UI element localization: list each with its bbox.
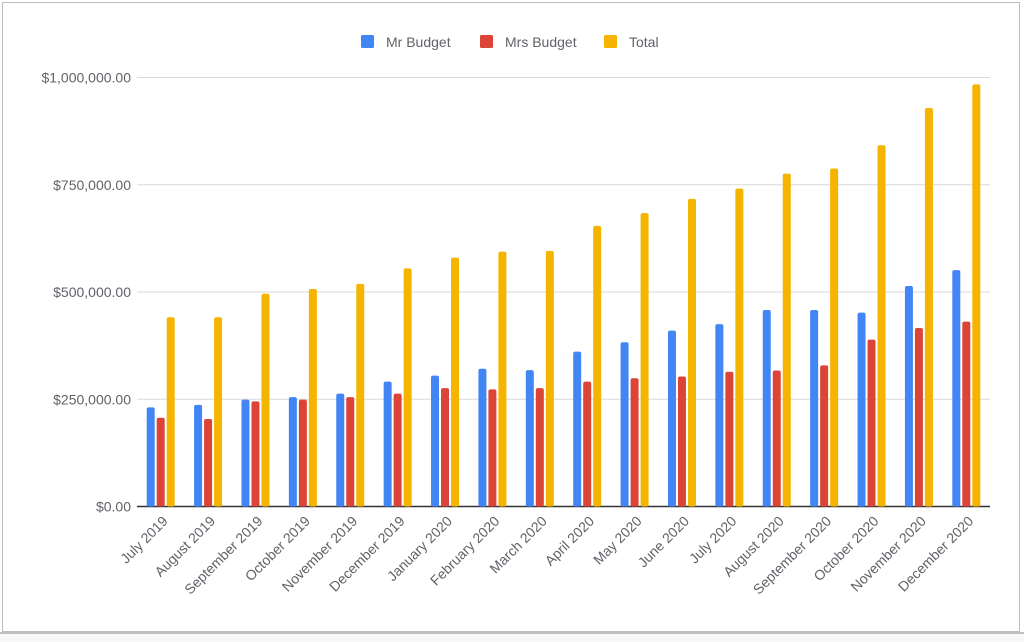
bar-mrs-budget bbox=[962, 321, 971, 507]
legend: Mr Budget Mrs Budget Total bbox=[361, 34, 659, 50]
legend-label: Mrs Budget bbox=[505, 34, 577, 50]
bar-total bbox=[214, 317, 223, 507]
legend-item[interactable]: Mrs Budget bbox=[480, 34, 577, 50]
bar-mr-budget bbox=[857, 312, 866, 507]
bar-mrs-budget bbox=[820, 365, 829, 507]
bar-mr-budget bbox=[241, 399, 250, 507]
bar-mr-budget bbox=[478, 368, 487, 507]
bar-total bbox=[593, 225, 602, 507]
bar-total bbox=[640, 213, 649, 507]
bar-total bbox=[308, 288, 317, 507]
legend-label: Total bbox=[629, 34, 659, 50]
bar-mrs-budget bbox=[867, 339, 876, 507]
bar-total bbox=[782, 173, 791, 507]
x-tick-label: June 2020 bbox=[635, 513, 693, 571]
bar-total bbox=[735, 188, 744, 507]
bar-mr-budget bbox=[383, 381, 392, 507]
bar-total bbox=[687, 198, 696, 507]
bar-mrs-budget bbox=[298, 399, 307, 507]
bar-mr-budget bbox=[762, 310, 771, 507]
bar-mr-budget bbox=[810, 310, 819, 507]
bar-mr-budget bbox=[288, 397, 297, 507]
bar-mrs-budget bbox=[583, 381, 592, 507]
y-tick-label: $1,000,000.00 bbox=[41, 70, 131, 86]
bar-total bbox=[498, 251, 507, 507]
y-axis-ticks: $0.00 $250,000.00 $500,000.00 $750,000.00 $1… bbox=[41, 70, 131, 515]
legend-item[interactable]: Mr Budget bbox=[361, 34, 451, 50]
gridlines bbox=[137, 77, 990, 508]
bar-mrs-budget bbox=[488, 389, 497, 507]
bar-mr-budget bbox=[573, 351, 582, 507]
bar-total bbox=[403, 268, 412, 507]
bar-mrs-budget bbox=[441, 388, 450, 507]
bar-mr-budget bbox=[904, 285, 913, 507]
bar-mr-budget bbox=[194, 404, 203, 507]
y-tick-label: $250,000.00 bbox=[53, 391, 131, 407]
bar-mr-budget bbox=[146, 407, 155, 507]
bar-total bbox=[924, 107, 933, 507]
bar-mrs-budget bbox=[251, 401, 260, 507]
bar-mrs-budget bbox=[156, 417, 165, 507]
bar-total bbox=[451, 257, 460, 507]
bar-mrs-budget bbox=[346, 397, 355, 507]
spreadsheet-grid-edge bbox=[0, 632, 1024, 642]
bar-mr-budget bbox=[715, 324, 724, 507]
legend-label: Mr Budget bbox=[386, 34, 451, 50]
bar-mrs-budget bbox=[914, 328, 923, 507]
bar-mr-budget bbox=[525, 370, 534, 507]
bar-total bbox=[972, 84, 981, 507]
bar-total bbox=[830, 168, 839, 507]
y-tick-label: $0.00 bbox=[96, 499, 131, 515]
legend-item[interactable]: Total bbox=[604, 34, 659, 50]
bar-mr-budget bbox=[952, 270, 961, 507]
bar-mrs-budget bbox=[630, 378, 639, 507]
bar-mr-budget bbox=[620, 342, 629, 507]
bar-total bbox=[261, 293, 270, 507]
legend-swatch bbox=[361, 35, 374, 48]
x-tick-label: April 2020 bbox=[541, 513, 597, 569]
legend-swatch bbox=[480, 35, 493, 48]
bar-mrs-budget bbox=[393, 393, 402, 507]
bar-mrs-budget bbox=[772, 370, 781, 507]
bar-mrs-budget bbox=[677, 376, 686, 507]
bar-mrs-budget bbox=[725, 371, 734, 507]
bar-mrs-budget bbox=[204, 418, 213, 507]
legend-swatch bbox=[604, 35, 617, 48]
bar-mr-budget bbox=[336, 393, 345, 507]
bar-total bbox=[877, 145, 886, 507]
bar-mr-budget bbox=[667, 330, 676, 507]
bar-total bbox=[545, 250, 554, 507]
bar-total bbox=[166, 317, 175, 507]
bar-mrs-budget bbox=[535, 388, 544, 507]
bar-total bbox=[356, 283, 365, 507]
bars bbox=[146, 84, 981, 507]
y-tick-label: $500,000.00 bbox=[53, 284, 131, 300]
chart-frame bbox=[2, 2, 1020, 632]
bar-mr-budget bbox=[431, 375, 440, 507]
y-tick-label: $750,000.00 bbox=[53, 177, 131, 193]
